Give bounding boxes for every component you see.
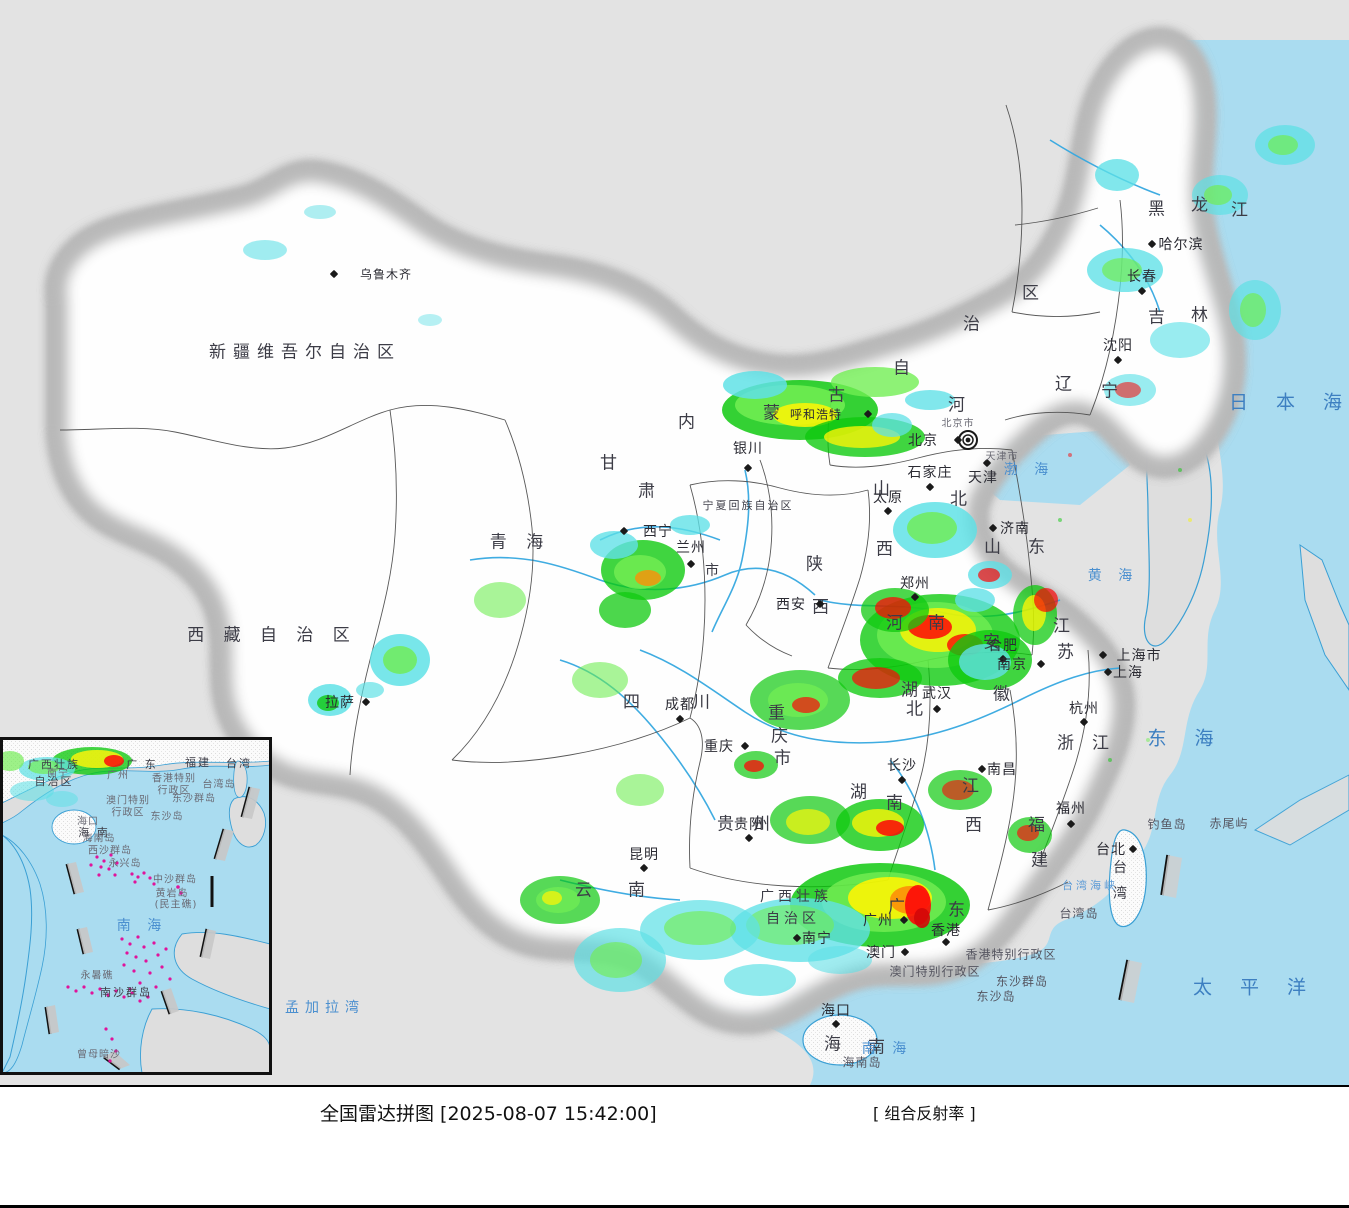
taiwan-island <box>1108 829 1147 928</box>
legend-footer: 全国雷达拼图 [2025-08-07 15:42:00] [ 组合反射率 ] d… <box>0 1085 1349 1208</box>
title-row: 全国雷达拼图 [2025-08-07 15:42:00] [ 组合反射率 ] <box>0 1099 1349 1125</box>
china-radar-map[interactable]: 新疆维吾尔自治区西 藏 自 治 区青 海甘肃市内蒙古自治区宁夏回族自治区陕西山西… <box>0 0 1349 1085</box>
inset-graphic <box>2 739 270 1073</box>
product-type-label: [ 组合反射率 ] <box>873 1104 976 1123</box>
map-graphic <box>0 0 1349 1085</box>
radar-echo-layer <box>243 125 1315 1051</box>
south-china-sea-inset-map[interactable]: 广西壮族 自治区 南宁 广州广 东福建 台湾 香港特别 行政区 台湾岛 澳门特别 行政区 东沙群岛东… <box>0 737 272 1075</box>
page-title: 全国雷达拼图 [2025-08-07 15:42:00] <box>320 1103 657 1125</box>
hainan-island <box>802 1014 878 1066</box>
